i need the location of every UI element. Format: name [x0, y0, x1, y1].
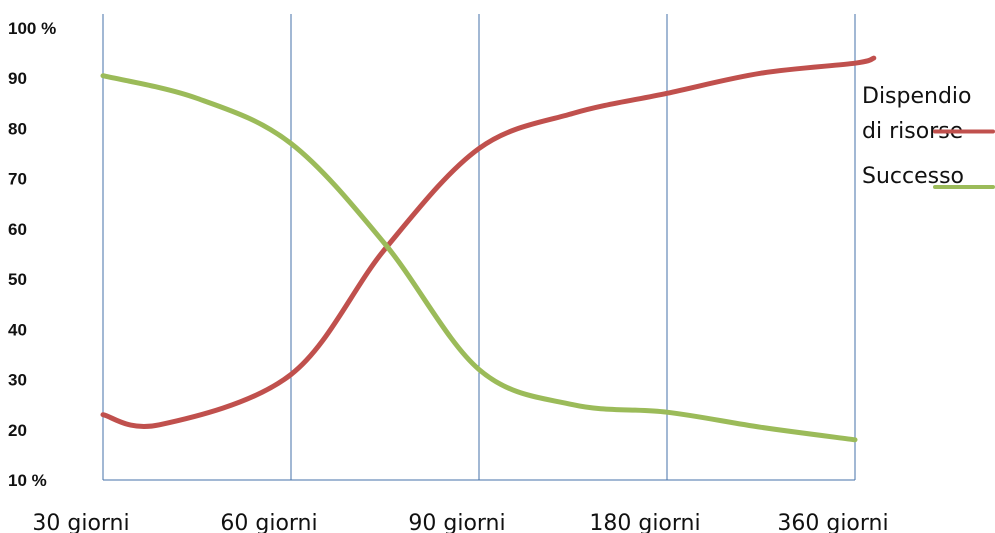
x-tick-labels: 30 giorni 60 giorni 90 giorni 180 giorni 360… [32, 511, 888, 533]
y-tick-labels: 100 % 90 80 70 60 50 40 30 20 10 % [8, 19, 56, 490]
y-tick-label: 100 % [8, 19, 56, 38]
y-tick-label: 40 [8, 320, 27, 339]
x-tick-label: 90 giorni [408, 511, 505, 533]
series-line [100, 73, 858, 443]
series-lines [100, 55, 877, 443]
y-tick-label: 70 [8, 170, 27, 189]
x-tick-label: 180 giorni [589, 511, 700, 533]
y-tick-label: 80 [8, 119, 27, 138]
y-tick-label: 20 [8, 421, 27, 440]
x-tick-label: 60 giorni [220, 511, 317, 533]
y-tick-label: 60 [8, 220, 27, 239]
x-tick-label: 360 giorni [777, 511, 888, 533]
y-tick-label: 30 [8, 371, 27, 390]
x-tick-label: 30 giorni [32, 511, 129, 533]
y-tick-label: 50 [8, 270, 27, 289]
legend-label: Successo [862, 164, 964, 189]
legend-label: Dispendio [862, 84, 972, 109]
y-tick-label: 90 [8, 69, 27, 88]
series-line [100, 55, 877, 429]
y-tick-label: 10 % [8, 471, 47, 490]
